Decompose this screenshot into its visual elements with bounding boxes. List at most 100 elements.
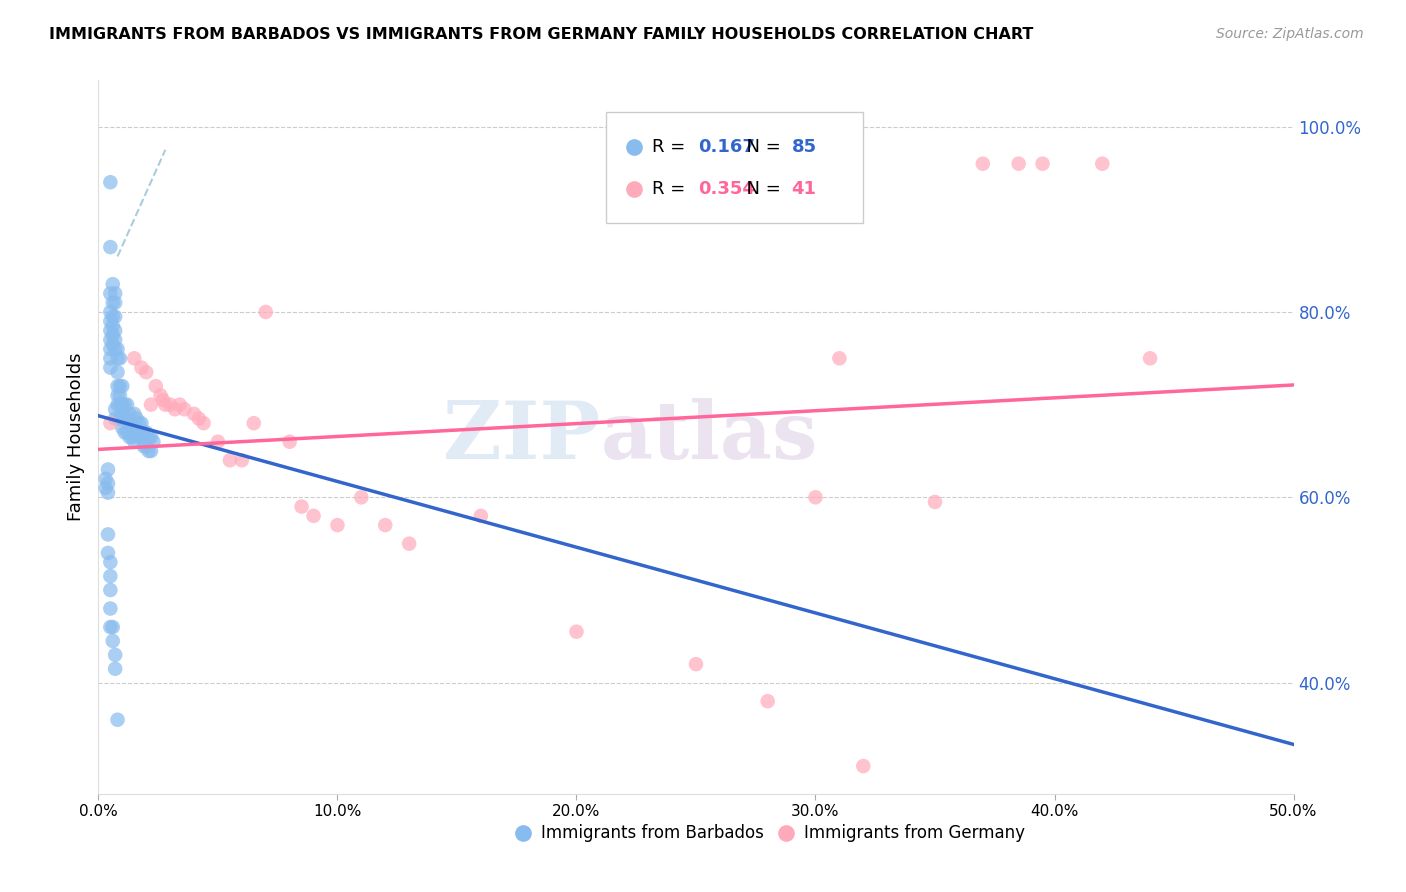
Point (98, 175, 122, 189)
Text: N =: N = (735, 137, 787, 155)
Point (97, 485, 120, 500)
Point (98, 601, 122, 615)
Point (1008, 157, 1031, 171)
Point (98, 351, 122, 366)
Point (101, 620, 124, 634)
Point (169, 398, 191, 412)
Point (98, 333, 122, 347)
Text: IMMIGRANTS FROM BARBADOS VS IMMIGRANTS FROM GERMANY FAMILY HOUSEHOLDS CORRELATIO: IMMIGRANTS FROM BARBADOS VS IMMIGRANTS F… (49, 27, 1033, 42)
Point (128, 430, 150, 444)
Point (101, 328, 124, 343)
Point (97, 476, 120, 491)
Text: Source: ZipAtlas.com: Source: ZipAtlas.com (1216, 27, 1364, 41)
Point (118, 407, 141, 421)
Point (326, 518, 349, 533)
Point (132, 425, 155, 440)
Point (131, 430, 153, 444)
Point (565, 624, 588, 639)
Point (104, 333, 127, 347)
Point (101, 337, 124, 351)
Point (804, 491, 827, 505)
Text: 0.354: 0.354 (699, 180, 755, 198)
Point (1091, 157, 1114, 171)
Text: R =: R = (652, 137, 690, 155)
Point (114, 411, 136, 425)
Point (111, 421, 134, 435)
Point (107, 398, 129, 412)
Y-axis label: Family Households: Family Households (66, 353, 84, 521)
Point (104, 662, 127, 676)
Point (108, 388, 131, 402)
Point (972, 157, 994, 171)
Point (149, 388, 172, 402)
Point (374, 518, 396, 533)
Point (107, 365, 129, 379)
Point (101, 277, 124, 292)
Text: 41: 41 (792, 180, 817, 198)
Point (159, 398, 181, 412)
Point (135, 365, 157, 379)
Point (101, 318, 124, 333)
Point (107, 342, 129, 356)
Point (101, 310, 124, 324)
Point (219, 453, 242, 467)
Text: Immigrants from Germany: Immigrants from Germany (804, 824, 1025, 842)
Point (139, 430, 162, 444)
Point (111, 398, 134, 412)
Text: N =: N = (735, 180, 787, 198)
Point (104, 402, 127, 417)
Point (125, 411, 148, 425)
Text: 0.167: 0.167 (699, 137, 755, 155)
Point (98, 555, 122, 569)
Point (111, 379, 134, 393)
Point (1139, 351, 1161, 366)
Point (398, 536, 420, 550)
Point (98, 342, 122, 356)
Point (107, 351, 129, 366)
Point (470, 508, 492, 523)
Point (98, 324, 122, 338)
Point (852, 759, 875, 773)
Point (291, 500, 314, 514)
Point (131, 360, 153, 375)
Text: ZIP: ZIP (443, 398, 600, 476)
Point (139, 398, 162, 412)
Point (98, 240, 122, 254)
Point (121, 416, 143, 430)
Point (142, 434, 165, 449)
Point (173, 402, 195, 417)
Point (118, 430, 141, 444)
Text: atlas: atlas (600, 398, 818, 476)
Point (98, 582, 122, 597)
Point (124, 351, 146, 366)
Point (108, 351, 131, 366)
Point (163, 402, 186, 417)
Point (98, 416, 122, 430)
Text: R =: R = (652, 180, 690, 198)
Point (231, 453, 253, 467)
Point (685, 657, 707, 672)
Point (121, 430, 143, 444)
FancyBboxPatch shape (606, 112, 863, 223)
Point (104, 342, 127, 356)
Point (118, 416, 141, 430)
Point (924, 495, 946, 509)
Point (132, 439, 155, 453)
Point (183, 407, 205, 421)
Point (114, 425, 136, 440)
Point (107, 379, 129, 393)
Point (193, 416, 215, 430)
Point (135, 425, 157, 440)
Point (125, 425, 148, 440)
Point (828, 351, 851, 366)
Point (98, 286, 122, 301)
Point (152, 392, 174, 407)
Point (98, 360, 122, 375)
Point (98, 569, 122, 583)
Point (302, 508, 325, 523)
Point (101, 295, 124, 310)
Point (97, 462, 120, 476)
Point (97, 546, 120, 560)
Point (187, 411, 209, 425)
Point (94, 472, 117, 486)
